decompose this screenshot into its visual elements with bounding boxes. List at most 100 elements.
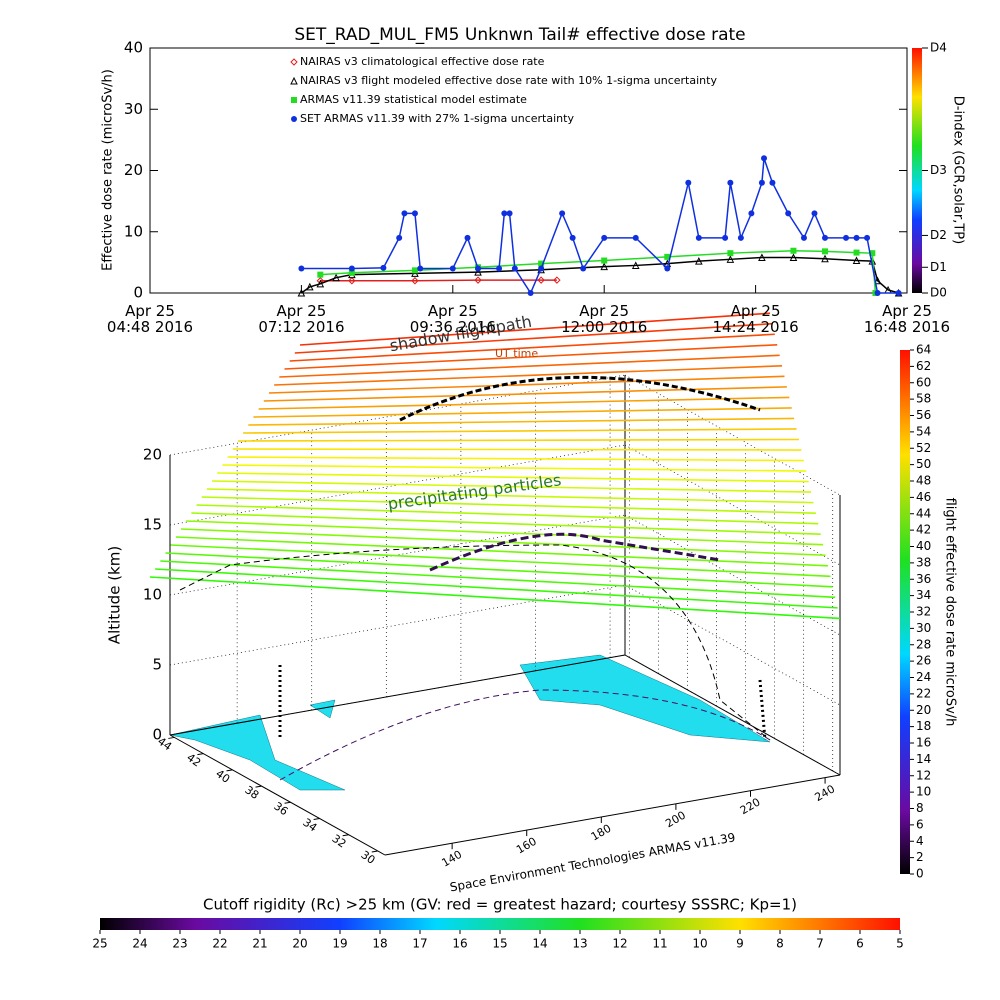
x-tick-label: Apr 25 07:12 2016 [258, 302, 344, 336]
z-tick-label: 5 [152, 656, 162, 674]
marker [843, 234, 850, 241]
dose-layer [263, 386, 787, 402]
marker [297, 288, 306, 297]
colorbar-tick-label: 18 [916, 719, 931, 733]
dose-layer [160, 560, 836, 599]
series: NAIRAS v3 flight modeled effective dose … [290, 74, 903, 297]
marker [864, 234, 871, 241]
colorbar-tick-label: 20 [292, 937, 307, 951]
dose-layer [201, 496, 816, 514]
dose-layer [294, 322, 773, 354]
marker [600, 262, 609, 271]
colorbar-tick-label: 30 [916, 621, 931, 635]
marker [580, 265, 587, 272]
dose-layer [284, 343, 778, 370]
colorbar-tick-label: 54 [916, 424, 931, 438]
marker [501, 210, 508, 217]
colorbar-tick-label: 40 [916, 539, 931, 553]
dose-layer [222, 464, 807, 472]
colorbar-tick-label: 8 [776, 937, 784, 951]
dose-layer [258, 396, 790, 410]
y-axis-label: Effective dose rate (microSv/h) [101, 69, 116, 271]
marker [298, 265, 305, 272]
colorbar-tick-label: 21 [252, 937, 267, 951]
colorbar-tick-label: 8 [916, 801, 924, 815]
marker [348, 269, 355, 276]
y2-tick-label: D4 [930, 41, 947, 55]
dose-layer [170, 544, 831, 578]
colorbar-tick-label: 38 [916, 555, 931, 569]
y-tick-label: 40 [124, 39, 143, 57]
marker [737, 234, 744, 241]
colorbar-tick-label: 46 [916, 490, 931, 504]
marker [496, 265, 503, 272]
dose-colorbar-label: flight effective dose rate microSv/h [943, 498, 958, 727]
rigidity-colorbar-label: Cutoff rigidity (Rc) >25 km (GV: red = g… [203, 896, 797, 914]
marker [475, 265, 482, 272]
series-line [320, 279, 557, 282]
marker [895, 290, 902, 296]
shadow-path [179, 544, 771, 741]
y-tick-label: 20 [124, 161, 143, 179]
colorbar-tick-label: 56 [916, 408, 931, 422]
lat-tick [342, 834, 349, 837]
marker [474, 268, 482, 276]
marker [821, 248, 828, 255]
colorbar-tick-label: 4 [916, 834, 924, 848]
marker [852, 256, 861, 265]
grid-line [169, 654, 626, 736]
colorbar-tick-label: 64 [916, 343, 931, 357]
d-index-colorbar [912, 48, 922, 293]
axis-line [169, 734, 386, 856]
colorbar-tick-label: 0 [916, 867, 924, 881]
marker [401, 210, 408, 217]
y-tick-label: 0 [133, 284, 143, 302]
marker [306, 282, 314, 291]
grid-line [169, 584, 626, 666]
axis-line [384, 774, 841, 856]
marker [317, 271, 324, 278]
marker [511, 265, 518, 272]
z-tick-label: 0 [152, 726, 162, 744]
colorbar-tick-label: 6 [856, 937, 864, 951]
x-tick-label: Apr 25 16:48 2016 [864, 302, 950, 336]
axis-line [624, 654, 841, 776]
x-tick-label: Apr 25 04:48 2016 [107, 302, 193, 336]
colorbar-tick-label: 16 [452, 937, 467, 951]
z-tick-label: 20 [143, 446, 162, 464]
colorbar-tick-label: 11 [652, 937, 667, 951]
colorbar-tick-label: 9 [736, 937, 744, 951]
marker [348, 277, 356, 285]
dose-layer [165, 552, 833, 588]
y2-tick-label: D3 [930, 163, 947, 177]
dose-layer [248, 417, 795, 426]
colorbar-tick-label: 13 [572, 937, 587, 951]
colorbar-tick-label: 14 [532, 937, 547, 951]
dose-layer [243, 428, 797, 434]
colorbar-tick-label: 22 [916, 686, 931, 700]
marker [727, 179, 734, 186]
dose-layer [191, 512, 821, 536]
colorbar-tick-label: 50 [916, 457, 931, 471]
lat-tick [255, 785, 262, 788]
dose-layer [155, 568, 838, 609]
land [519, 654, 771, 743]
lat-tick [313, 818, 320, 821]
annotation: UT time [495, 347, 538, 360]
colorbar-tick-label: 52 [916, 441, 931, 455]
lat-tick [197, 753, 204, 756]
legend-label: SET ARMAS v11.39 with 27% 1-sigma uncert… [300, 112, 574, 125]
z-axis-label: Altitude (km) [106, 546, 124, 644]
marker [664, 253, 671, 260]
marker [411, 277, 419, 285]
y2-tick-label: D0 [930, 286, 947, 300]
dose-layer [279, 354, 780, 378]
dose-layer [299, 312, 771, 346]
colorbar-tick-label: 18 [372, 937, 387, 951]
legend-label: ARMAS v11.39 statistical model estimate [300, 93, 527, 106]
colorbar-tick-label: 26 [916, 654, 931, 668]
colorbar-tick-label: 6 [916, 817, 924, 831]
chart-title: SET_RAD_MUL_FM5 Unknwn Tail# effective d… [294, 25, 745, 45]
marker [821, 234, 828, 241]
marker [290, 58, 298, 66]
